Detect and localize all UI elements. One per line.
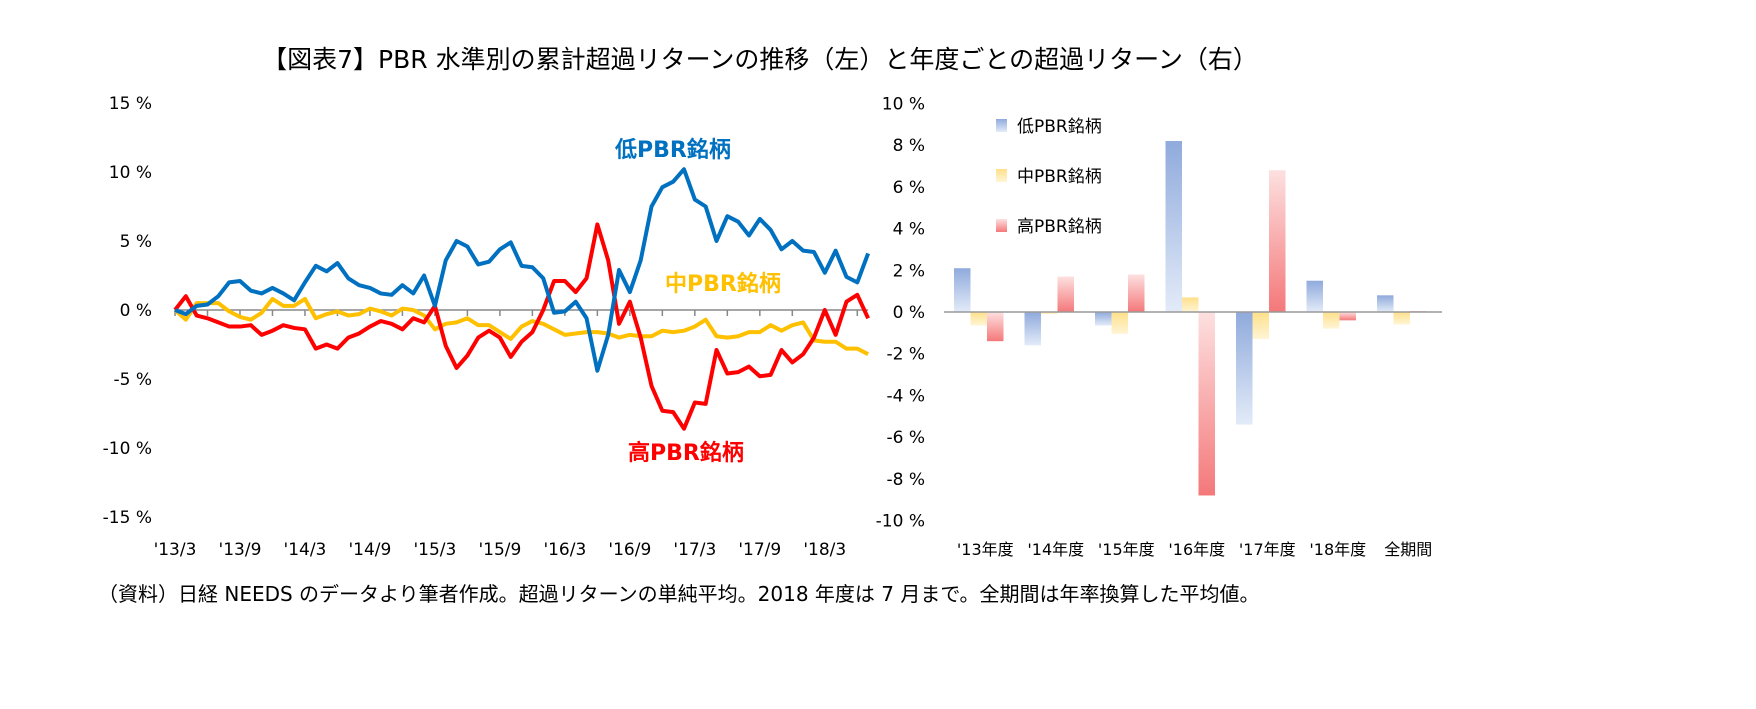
bar	[1057, 276, 1074, 312]
bar	[1111, 312, 1128, 334]
series-label: 高PBR銘柄	[628, 440, 744, 466]
x-tick-label: '15/9	[478, 540, 521, 560]
x-tick-label: 全期間	[1384, 540, 1432, 559]
bar	[954, 268, 971, 312]
x-tick-label: '13年度	[957, 540, 1014, 559]
y-tick-label: 0 %	[893, 303, 925, 323]
bar	[1252, 312, 1269, 340]
footnote: （資料）日経 NEEDS のデータより筆者作成。超過リターンの単純平均。2018…	[98, 582, 1260, 606]
x-tick-label: '15/3	[413, 540, 456, 560]
x-tick-label: '16年度	[1168, 540, 1225, 559]
legend-swatch	[996, 169, 1007, 182]
bar	[1165, 141, 1182, 312]
x-tick-label: '15年度	[1098, 540, 1155, 559]
bar	[1041, 312, 1058, 315]
y-tick-label: 10 %	[109, 163, 152, 183]
bar	[1306, 280, 1323, 312]
y-tick-label: -15 %	[103, 508, 152, 528]
y-tick-label: -6 %	[886, 428, 925, 448]
y-tick-label: 4 %	[893, 220, 925, 240]
bar	[1182, 297, 1199, 312]
series-label: 低PBR銘柄	[614, 137, 731, 163]
x-tick-label: '16/3	[543, 540, 586, 560]
y-tick-label: -2 %	[886, 345, 925, 365]
legend-label: 高PBR銘柄	[1017, 217, 1102, 237]
series-line-1	[173, 296, 870, 356]
series-line-2	[173, 222, 870, 431]
y-tick-label: 10 %	[882, 95, 925, 115]
y-tick-label: -10 %	[876, 512, 925, 532]
bar	[1128, 274, 1145, 312]
y-tick-label: 0 %	[120, 301, 152, 321]
x-tick-label: '17/9	[738, 540, 781, 560]
y-tick-label: 15 %	[109, 94, 152, 114]
y-tick-label: 5 %	[120, 232, 152, 252]
bar	[1339, 312, 1356, 321]
y-tick-label: -5 %	[113, 370, 152, 390]
y-tick-label: -10 %	[103, 439, 152, 459]
legend-label: 低PBR銘柄	[1017, 117, 1102, 137]
x-tick-label: '18/3	[803, 540, 846, 560]
x-tick-label: '14/3	[284, 540, 327, 560]
x-tick-label: '17/3	[673, 540, 716, 560]
y-tick-label: 2 %	[893, 261, 925, 281]
bar	[1095, 312, 1112, 326]
bar	[1269, 170, 1286, 312]
y-tick-label: -8 %	[886, 470, 925, 490]
series-label: 中PBR銘柄	[665, 271, 781, 297]
x-tick-label: '14年度	[1027, 540, 1084, 559]
bar	[1323, 312, 1340, 329]
bar	[1236, 312, 1253, 425]
bar	[987, 312, 1004, 342]
legend-label: 中PBR銘柄	[1017, 167, 1102, 187]
legend-swatch	[996, 219, 1007, 232]
x-tick-label: '13/3	[154, 540, 197, 560]
x-tick-label: '13/9	[219, 540, 262, 560]
legend-swatch	[996, 119, 1007, 132]
y-tick-label: 6 %	[893, 178, 925, 198]
figure-title: 【図表7】PBR 水準別の累計超過リターンの推移（左）と年度ごとの超過リターン（…	[262, 45, 1258, 74]
bar	[1198, 312, 1215, 496]
bar	[1393, 312, 1410, 325]
x-tick-label: '14/9	[349, 540, 392, 560]
bar	[970, 312, 987, 326]
bar	[1024, 312, 1041, 346]
x-tick-label: '17年度	[1239, 540, 1296, 559]
x-tick-label: '18年度	[1309, 540, 1366, 559]
annual-bar-chart: 10 % 8 % 6 % 4 % 2 % 0 % -2 % -4 % -6 % -8 % -10 %…	[876, 95, 1442, 559]
x-tick-label: '16/9	[608, 540, 651, 560]
bar	[1377, 295, 1394, 312]
cumulative-line-chart: 15 % 10 % 5 % 0 % -5 % -10 % -15 %'13/3 '13/9 '1…	[103, 94, 870, 560]
series-line-0	[174, 167, 870, 373]
y-tick-label: 8 %	[893, 136, 925, 156]
y-tick-label: -4 %	[886, 386, 925, 406]
